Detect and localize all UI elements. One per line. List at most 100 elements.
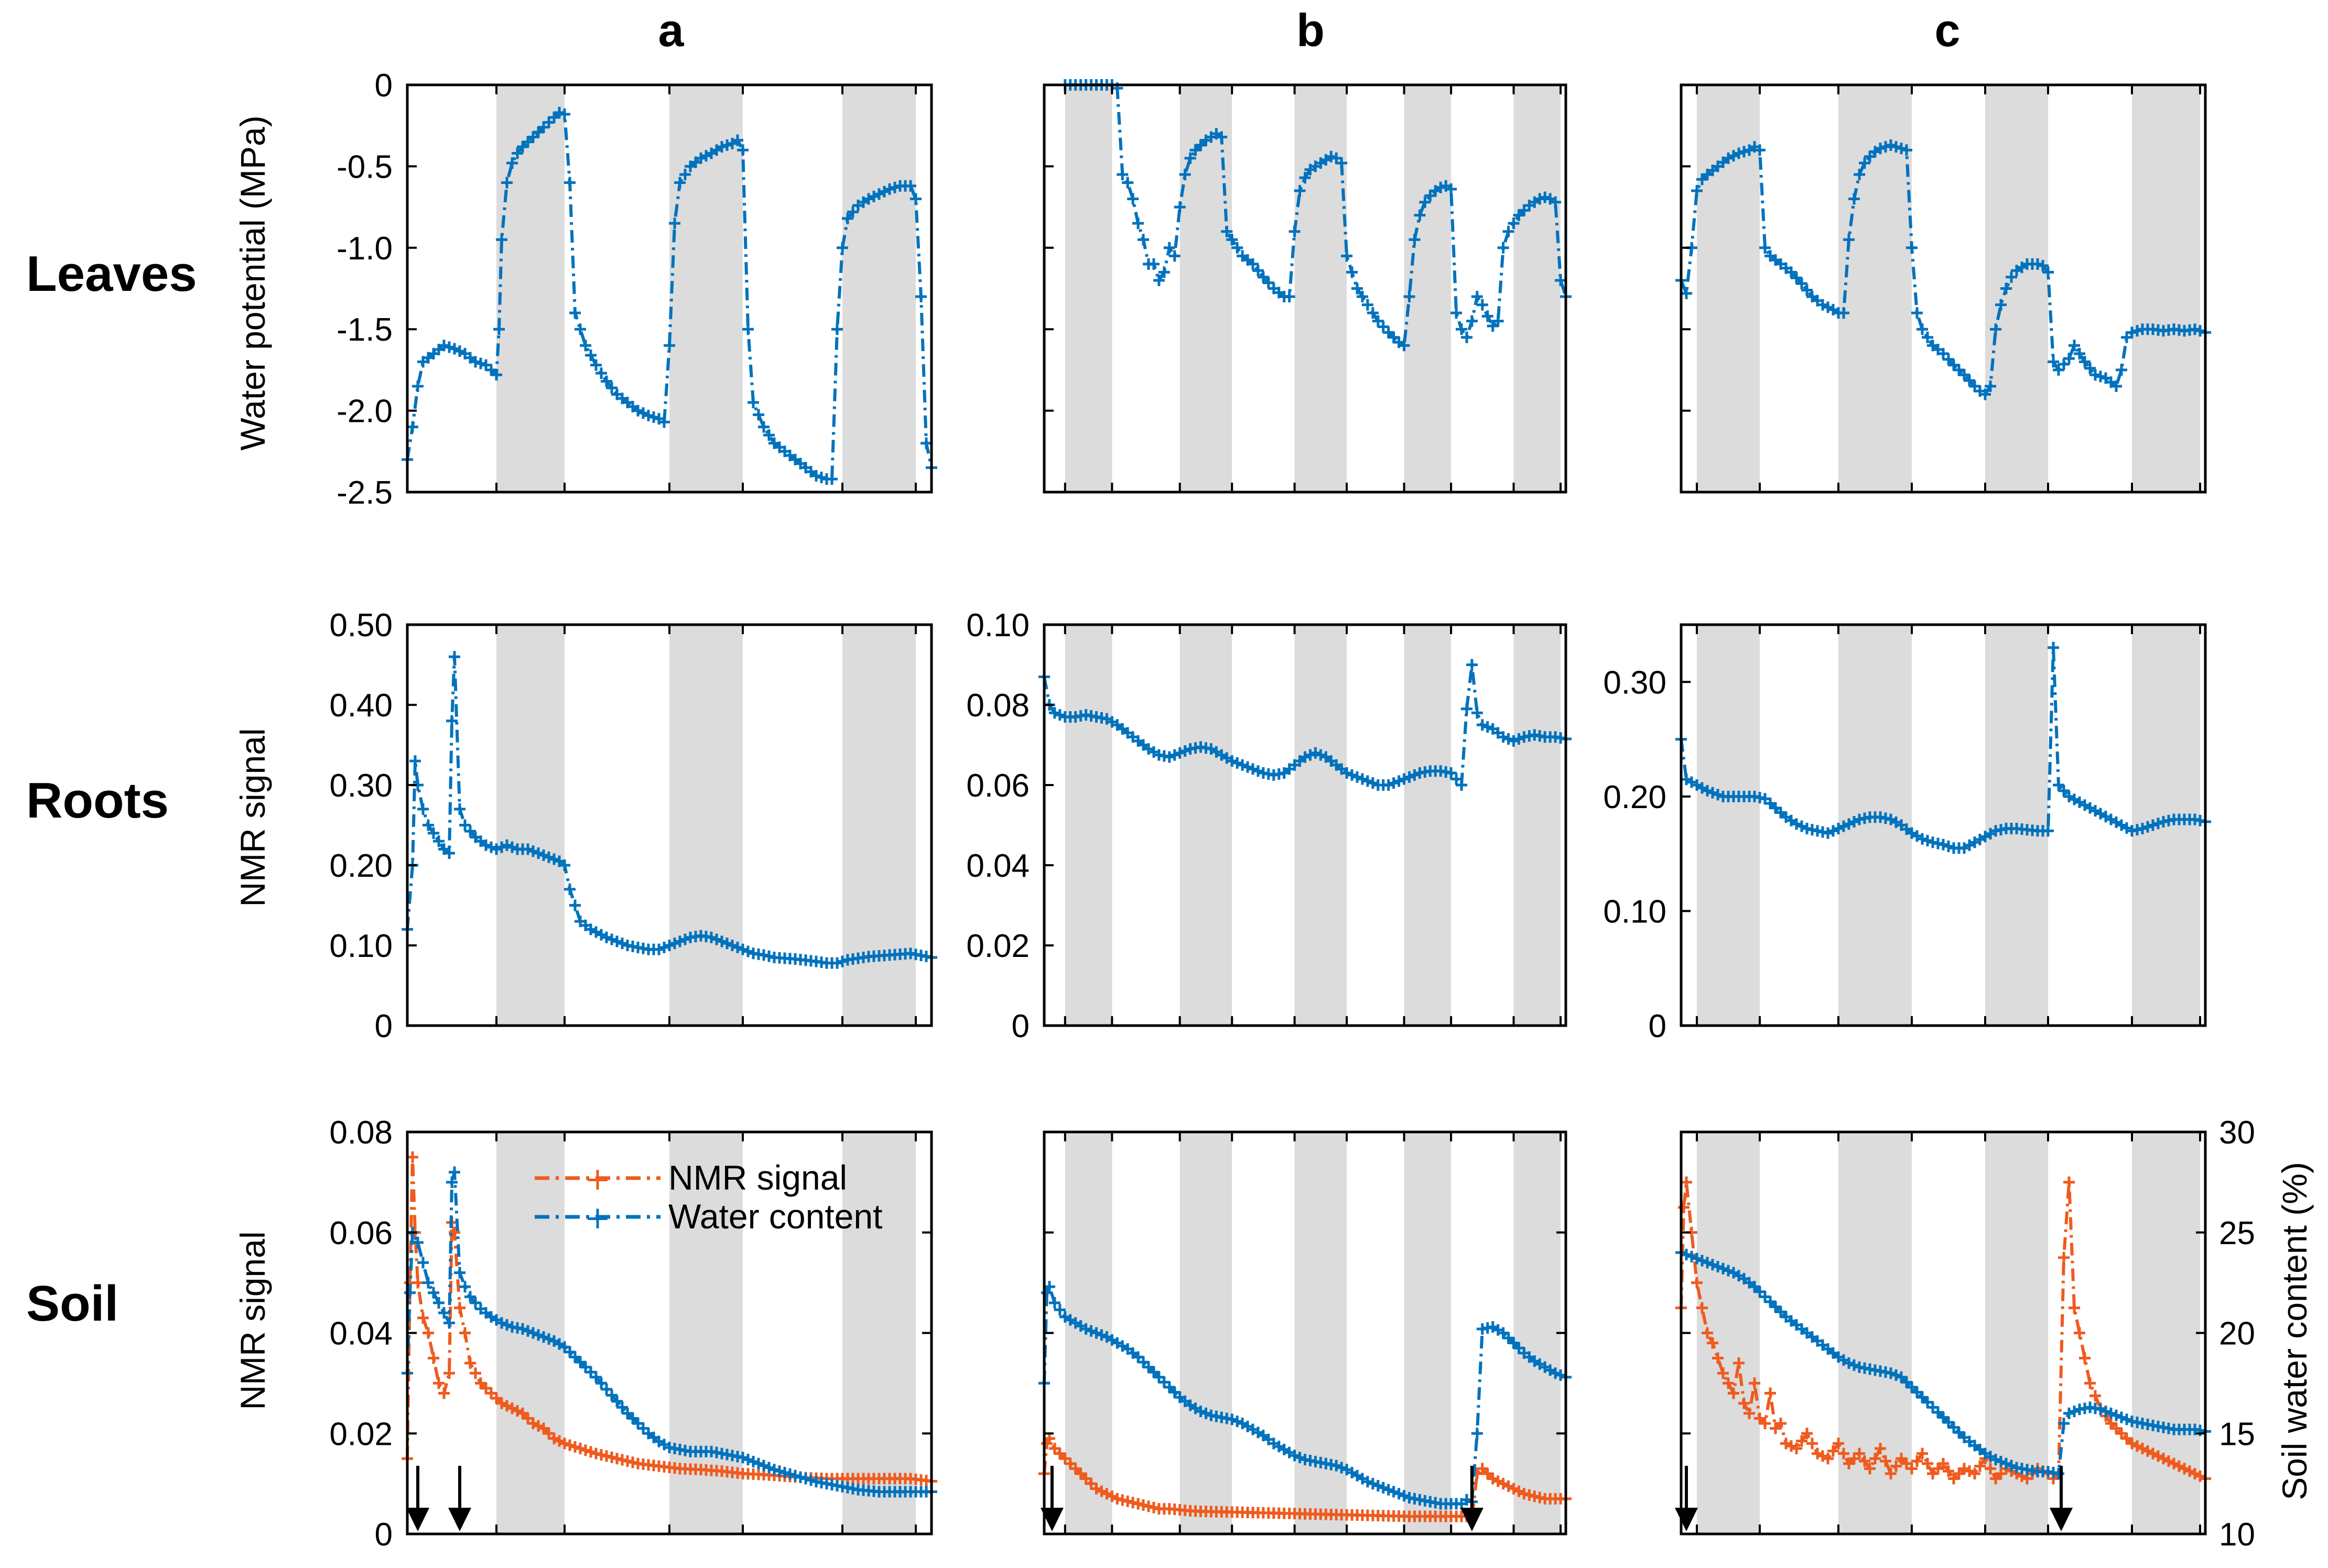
- roots-a-marker: [737, 943, 749, 955]
- leaves-c-marker: [1754, 144, 1766, 156]
- soil-c-marker: [1885, 1367, 1897, 1379]
- soil-c-marker: [2079, 1352, 2091, 1364]
- soil-c-marker: [2142, 1445, 2153, 1457]
- leaves-c-marker: [1922, 331, 1933, 343]
- leaves-a-marker: [475, 357, 486, 369]
- roots-b-ytick-label: 0.10: [966, 607, 1030, 644]
- soil-b-marker: [1513, 1485, 1525, 1497]
- soil-a-marker: [527, 1418, 539, 1430]
- soil-b-marker: [1372, 1479, 1384, 1491]
- roots-c-marker: [1937, 839, 1949, 851]
- soil-b-marker: [1043, 1432, 1055, 1444]
- leaves-a-marker: [470, 356, 481, 368]
- soil-a-marker: [464, 1291, 476, 1303]
- soil-c-marker: [1838, 1447, 1849, 1460]
- soil-c-y2tick-label: 10: [2219, 1517, 2255, 1553]
- leaves-a-marker: [438, 340, 450, 352]
- soil-a-marker: [742, 1454, 754, 1466]
- roots-b-marker: [1388, 777, 1400, 789]
- leaves-a-marker: [443, 341, 455, 353]
- soil-c-marker: [1780, 1438, 1792, 1450]
- leaves-a-marker: [564, 177, 576, 189]
- roots-c-marker: [1922, 835, 1933, 847]
- leaves-c-marker: [2131, 325, 2143, 337]
- leaves-b-marker: [1377, 321, 1389, 333]
- leaves-b-marker: [1445, 183, 1457, 195]
- leaves-a-marker: [643, 409, 654, 421]
- leaves-b-marker: [1226, 234, 1238, 246]
- roots-c-marker: [1843, 818, 1855, 830]
- roots-b-marker: [1409, 769, 1421, 781]
- soil-a-marker: [538, 1331, 549, 1343]
- roots-a-ytick-label: 0.50: [329, 607, 393, 644]
- soil-b-marker: [1508, 1483, 1520, 1495]
- leaves-a-marker: [632, 405, 644, 417]
- leaves-a-marker: [889, 181, 901, 193]
- soil-a-marker: [412, 1236, 424, 1248]
- roots-a-marker: [459, 819, 471, 831]
- leaves-b-marker: [1550, 196, 1562, 208]
- leaves-b-marker: [1336, 157, 1348, 169]
- soil-a-marker: [512, 1405, 523, 1417]
- roots-b-marker: [1460, 703, 1472, 715]
- leaves-c-marker: [1890, 141, 1902, 153]
- legend-nmr-marker: +: [584, 1161, 611, 1197]
- leaves-a-marker: [637, 407, 649, 419]
- roots-a-marker: [491, 843, 502, 855]
- leaves-a-marker: [721, 139, 733, 151]
- roots-b-marker: [1466, 659, 1478, 671]
- soil-c-marker: [1691, 1253, 1703, 1265]
- leaves-c-marker: [2189, 323, 2201, 335]
- roots-a-marker: [711, 933, 722, 945]
- soil-c-marker: [2100, 1406, 2112, 1418]
- leaves-c-marker: [1875, 143, 1886, 155]
- leaves-a-marker: [748, 397, 759, 409]
- soil-c-marker: [2063, 1407, 2075, 1419]
- leaves-c-marker: [1759, 242, 1771, 254]
- roots-c-ytick-label: 0.20: [1603, 779, 1666, 815]
- soil-c-marker: [1723, 1377, 1734, 1389]
- roots-c-marker: [1712, 789, 1724, 801]
- leaves-a-marker: [826, 473, 838, 485]
- roots-b-marker: [1393, 775, 1405, 787]
- leaves-b-marker: [1174, 201, 1186, 213]
- soil-b-marker: [1550, 1367, 1562, 1379]
- roots-b-night-band-4: [1513, 625, 1561, 1026]
- leaves-c-marker: [1964, 375, 1975, 387]
- soil-c-marker: [2152, 1450, 2164, 1462]
- roots-c-marker: [1702, 785, 1713, 797]
- leaves-b-marker: [1502, 225, 1514, 237]
- panel-leaves-a: 0 -0.5 -1.0 -1.5 -2.0 -2.5: [337, 68, 937, 511]
- roots-b-marker: [1497, 731, 1509, 743]
- leaves-c-frame: [1680, 83, 2207, 494]
- leaves-b-marker: [1294, 185, 1306, 197]
- leaves-a-marker: [842, 212, 853, 224]
- soil-c-y2tick-label: 20: [2219, 1316, 2255, 1352]
- roots-a-marker: [548, 853, 560, 865]
- leaves-c-marker: [1943, 353, 1954, 365]
- roots-b-marker: [1351, 771, 1363, 783]
- soil-c-marker: [1712, 1352, 1724, 1364]
- soil-c-marker: [2058, 1251, 2070, 1264]
- soil-c-marker: [1890, 1460, 1902, 1472]
- leaves-a-marker: [915, 291, 927, 303]
- roots-a-ytick-label: 0: [375, 1008, 393, 1044]
- soil-a-ytick-label: 0.04: [329, 1316, 393, 1352]
- roots-b-marker: [1242, 761, 1254, 773]
- legend-nmr-label: NMR signal: [668, 1158, 847, 1197]
- soil-a-marker: [800, 1473, 811, 1485]
- soil-b-marker: [1382, 1484, 1394, 1496]
- soil-b-marker: [1471, 1428, 1483, 1440]
- row-label-roots: Roots: [26, 772, 169, 829]
- leaves-a-marker: [554, 106, 565, 118]
- leaves-a-marker: [816, 472, 827, 484]
- soil-a-marker: [784, 1468, 796, 1480]
- soil-a-marker: [768, 1464, 780, 1476]
- roots-a-marker: [658, 941, 670, 953]
- leaves-b-marker: [1216, 131, 1228, 143]
- roots-c-night-band-0: [1697, 625, 1760, 1026]
- leaves-a-night-band-2: [842, 85, 916, 492]
- soil-a-marker: [543, 1333, 555, 1345]
- roots-a-marker: [417, 803, 429, 815]
- legend-water-marker: +: [584, 1200, 611, 1236]
